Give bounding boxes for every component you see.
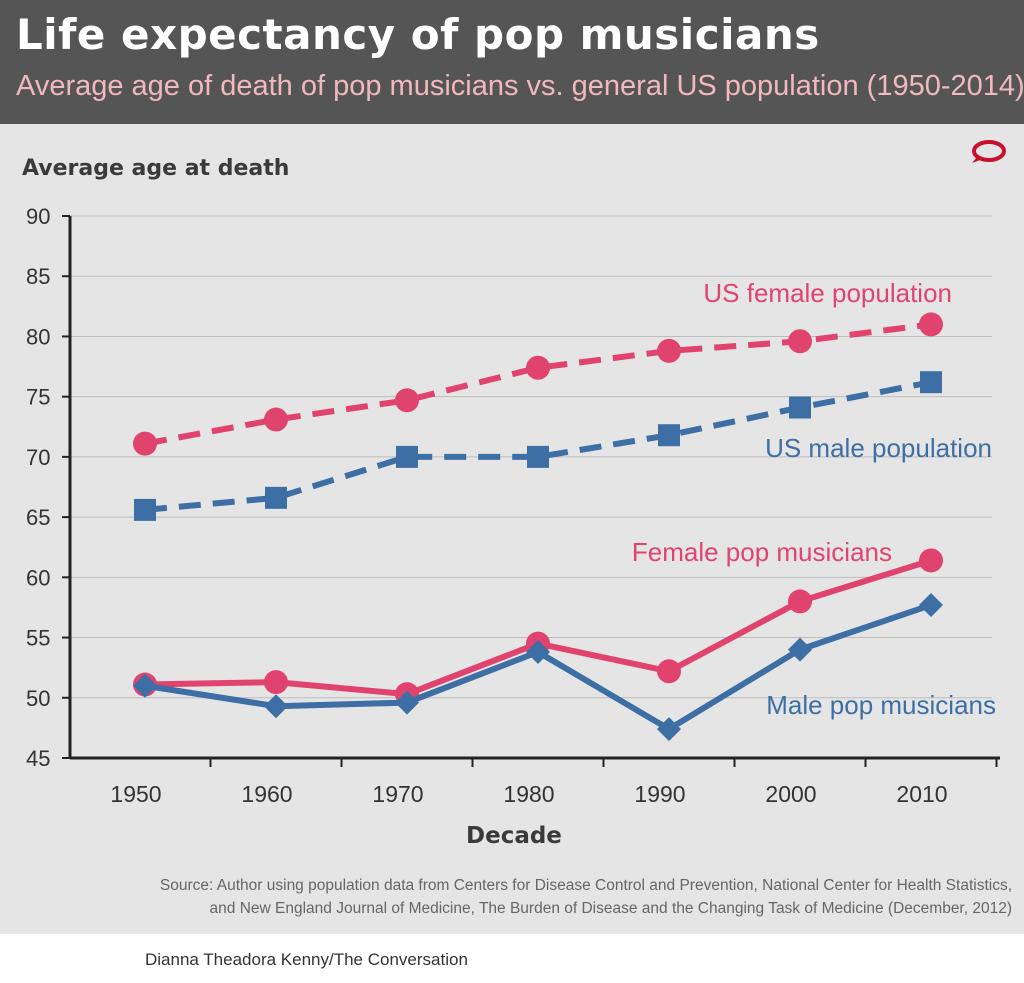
series-line: [144, 321, 932, 447]
series-label: Male pop musicians: [766, 690, 996, 720]
data-point: [526, 355, 550, 380]
y-tick-label: 85: [26, 264, 50, 289]
y-tick-label: 50: [26, 686, 50, 711]
y-tick-label: 75: [26, 385, 50, 410]
data-point: [396, 445, 418, 468]
data-point: [788, 589, 812, 614]
conversation-logo-icon: [972, 140, 1006, 163]
y-tick-label: 45: [26, 746, 50, 771]
source-line-2: and New England Journal of Medicine, The…: [209, 900, 1012, 917]
data-point: [264, 670, 288, 695]
data-point: [264, 407, 288, 432]
y-tick-label: 60: [26, 565, 50, 590]
x-tick-label: 1950: [110, 781, 161, 807]
series-label: US female population: [703, 278, 952, 308]
series-label: Female pop musicians: [632, 537, 892, 567]
data-point: [264, 694, 288, 719]
data-point: [789, 396, 811, 419]
x-tick-label: 2000: [765, 781, 816, 807]
data-point: [658, 424, 680, 447]
data-point: [527, 445, 549, 468]
y-tick-label: 70: [26, 445, 50, 470]
data-point: [395, 690, 419, 715]
image-credit: Dianna Theadora Kenny/The Conversation: [145, 950, 468, 969]
y-tick-label: 90: [26, 204, 50, 229]
y-tick-label: 65: [26, 505, 50, 530]
data-point: [134, 498, 156, 521]
data-point: [657, 338, 681, 363]
chart-panel: [0, 124, 1024, 934]
x-tick-label: 1980: [503, 781, 554, 807]
source-line-1: Source: Author using population data fro…: [159, 877, 1012, 894]
chart-subtitle: Average age of death of pop musicians vs…: [16, 70, 1024, 102]
x-tick-label: 1960: [241, 781, 292, 807]
x-tick-label: 1970: [372, 781, 423, 807]
series-line: [144, 557, 932, 698]
data-point: [265, 486, 287, 509]
source-note: Source: Author using population data fro…: [2, 874, 1012, 920]
y-tick-label: 55: [26, 626, 50, 651]
data-point: [526, 640, 550, 665]
chart-header: Life expectancy of pop musicians Average…: [0, 0, 1024, 124]
data-point: [919, 593, 943, 618]
data-point: [920, 371, 942, 394]
x-tick-label: 1990: [634, 781, 685, 807]
data-point: [788, 637, 812, 662]
chart-title: Life expectancy of pop musicians: [16, 10, 820, 59]
data-point: [133, 673, 157, 698]
data-point: [657, 717, 681, 742]
y-axis-title: Average age at death: [22, 156, 290, 181]
x-tick-label: 2010: [896, 781, 947, 807]
x-axis-title: Decade: [466, 823, 562, 849]
data-point: [657, 659, 681, 684]
data-point: [919, 548, 943, 573]
series-label: US male population: [765, 433, 992, 463]
data-point: [395, 388, 419, 413]
data-point: [788, 329, 812, 354]
data-point: [133, 431, 157, 456]
data-point: [919, 312, 943, 337]
y-tick-label: 80: [26, 324, 50, 349]
line-chart: 45 50 55 60 65 70 75 80 85 90 1950 1960 1970 1980 1990…: [26, 204, 1000, 807]
